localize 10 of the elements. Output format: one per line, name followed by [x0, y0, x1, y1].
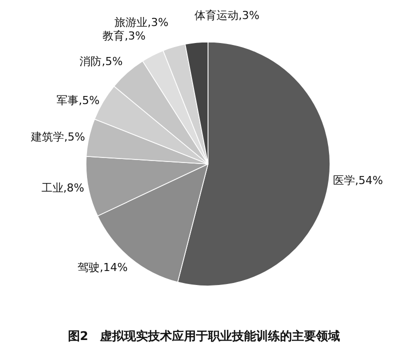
slice-label: 教育,3%	[102, 30, 146, 43]
slice-label: 工业,8%	[41, 182, 84, 195]
slice-label: 消防,5%	[80, 55, 123, 68]
slice-label: 军事,5%	[56, 94, 100, 107]
text: 图2 虚拟现实技术应用于职业技能训练的主要领域	[68, 329, 340, 343]
slice-label: 体育运动,3%	[194, 8, 260, 22]
slice-label: 驾驶,14%	[78, 261, 128, 274]
slice-label: 医学,54%	[333, 174, 383, 187]
slice-label: 旅游业,3%	[114, 16, 168, 30]
slice-label: 建筑学,5%	[30, 130, 86, 144]
